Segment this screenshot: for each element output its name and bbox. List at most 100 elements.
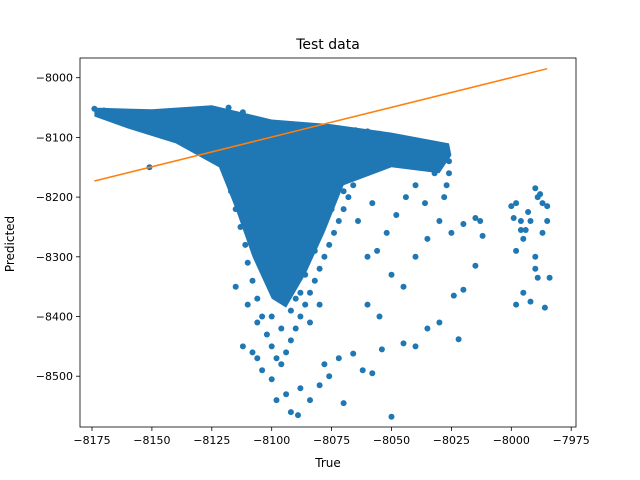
scatter-point (383, 136, 390, 143)
scatter-point (369, 370, 376, 377)
scatter-point (340, 188, 347, 195)
scatter-point (263, 331, 270, 338)
scatter-point (395, 139, 402, 146)
scatter-point (287, 145, 294, 152)
scatter-point (376, 313, 383, 320)
scatter-point (340, 128, 347, 135)
scatter-point (232, 135, 239, 142)
scatter-point (297, 289, 304, 296)
scatter-point (419, 144, 426, 150)
scatter-point (239, 109, 246, 116)
scatter-point (287, 409, 294, 416)
scatter-point (302, 271, 309, 278)
scatter-point (443, 182, 450, 189)
scatter-point (124, 119, 131, 126)
scatter-point (244, 259, 251, 266)
scatter-point (91, 105, 98, 112)
scatter-point (216, 137, 222, 144)
y-tick-label: −8200 (36, 191, 73, 204)
scatter-point (196, 110, 203, 117)
scatter-point (249, 349, 256, 356)
scatter-point (532, 265, 539, 272)
scatter-point (216, 110, 222, 117)
scatter-point (517, 218, 524, 224)
scatter-point (184, 137, 191, 144)
scatter-point (228, 140, 234, 147)
x-tick-label: −8175 (73, 434, 110, 447)
scatter-point (472, 215, 479, 221)
scatter-point (311, 277, 318, 284)
scatter-point (263, 253, 270, 260)
scatter-point (249, 277, 256, 284)
scatter-point (144, 119, 151, 126)
scatter-point (383, 229, 390, 236)
scatter-point (244, 170, 251, 177)
scatter-point (208, 129, 215, 136)
scatter-point (513, 247, 520, 254)
scatter-point (225, 104, 232, 111)
scatter-point (105, 111, 112, 118)
scatter-point (541, 304, 548, 311)
scatter-point (388, 413, 395, 420)
scatter-point (412, 138, 419, 144)
scatter-point (184, 123, 191, 130)
scatter-point (292, 325, 299, 332)
scatter-point (448, 229, 455, 236)
scatter-point (251, 146, 258, 153)
scatter-point (316, 382, 323, 389)
scatter-point (477, 218, 484, 224)
y-tick-label: −8100 (36, 131, 73, 144)
scatter-point (321, 361, 328, 368)
scatter-point (101, 107, 107, 114)
scatter-point (335, 355, 342, 362)
scatter-point (544, 218, 551, 224)
scatter-point (441, 194, 448, 201)
scatter-point (355, 170, 361, 177)
scatter-point (364, 301, 371, 308)
scatter-point (225, 170, 232, 177)
scatter-point (376, 130, 383, 137)
scatter-point (311, 139, 318, 146)
scatter-point (283, 349, 290, 356)
scatter-point (316, 224, 323, 230)
scatter-point (378, 346, 385, 353)
scatter-point (136, 111, 143, 118)
scatter-point (307, 289, 313, 296)
scatter-point (273, 271, 280, 278)
scatter-point (371, 134, 378, 141)
scatter-point (479, 232, 486, 239)
scatter-point (259, 367, 266, 374)
scatter-point (259, 313, 266, 320)
scatter-point (278, 325, 285, 332)
scatter-point (268, 313, 275, 320)
x-tick-label: −8025 (433, 434, 470, 447)
scatter-point (148, 115, 155, 122)
scatter-point (508, 203, 515, 210)
scatter-point (129, 116, 136, 123)
scatter-point (302, 301, 309, 308)
scatter-point (472, 262, 479, 269)
scatter-point (412, 182, 419, 189)
scatter-point (326, 373, 333, 380)
scatter-point (280, 224, 287, 230)
scatter-point (441, 152, 448, 159)
scatter-point (400, 283, 407, 290)
scatter-point (450, 292, 457, 299)
scatter-point (532, 185, 539, 192)
scatter-point (513, 200, 520, 207)
scatter-point (96, 109, 103, 116)
scatter-point (513, 301, 520, 308)
scatter-point (402, 194, 409, 201)
axes-layer: −8175 −8150 −8125 −8100 −8075 −8050 −8025 −8000… (36, 57, 590, 447)
scatter-point (537, 191, 544, 198)
scatter-point (460, 221, 467, 227)
scatter-point (275, 147, 282, 154)
scatter-point (273, 397, 280, 404)
scatter-point (220, 133, 227, 140)
scatter-point (297, 313, 304, 320)
scatter-point (436, 218, 443, 224)
scatter-point (172, 122, 179, 129)
scatter-point (280, 140, 287, 147)
x-tick-label: −8050 (373, 434, 410, 447)
